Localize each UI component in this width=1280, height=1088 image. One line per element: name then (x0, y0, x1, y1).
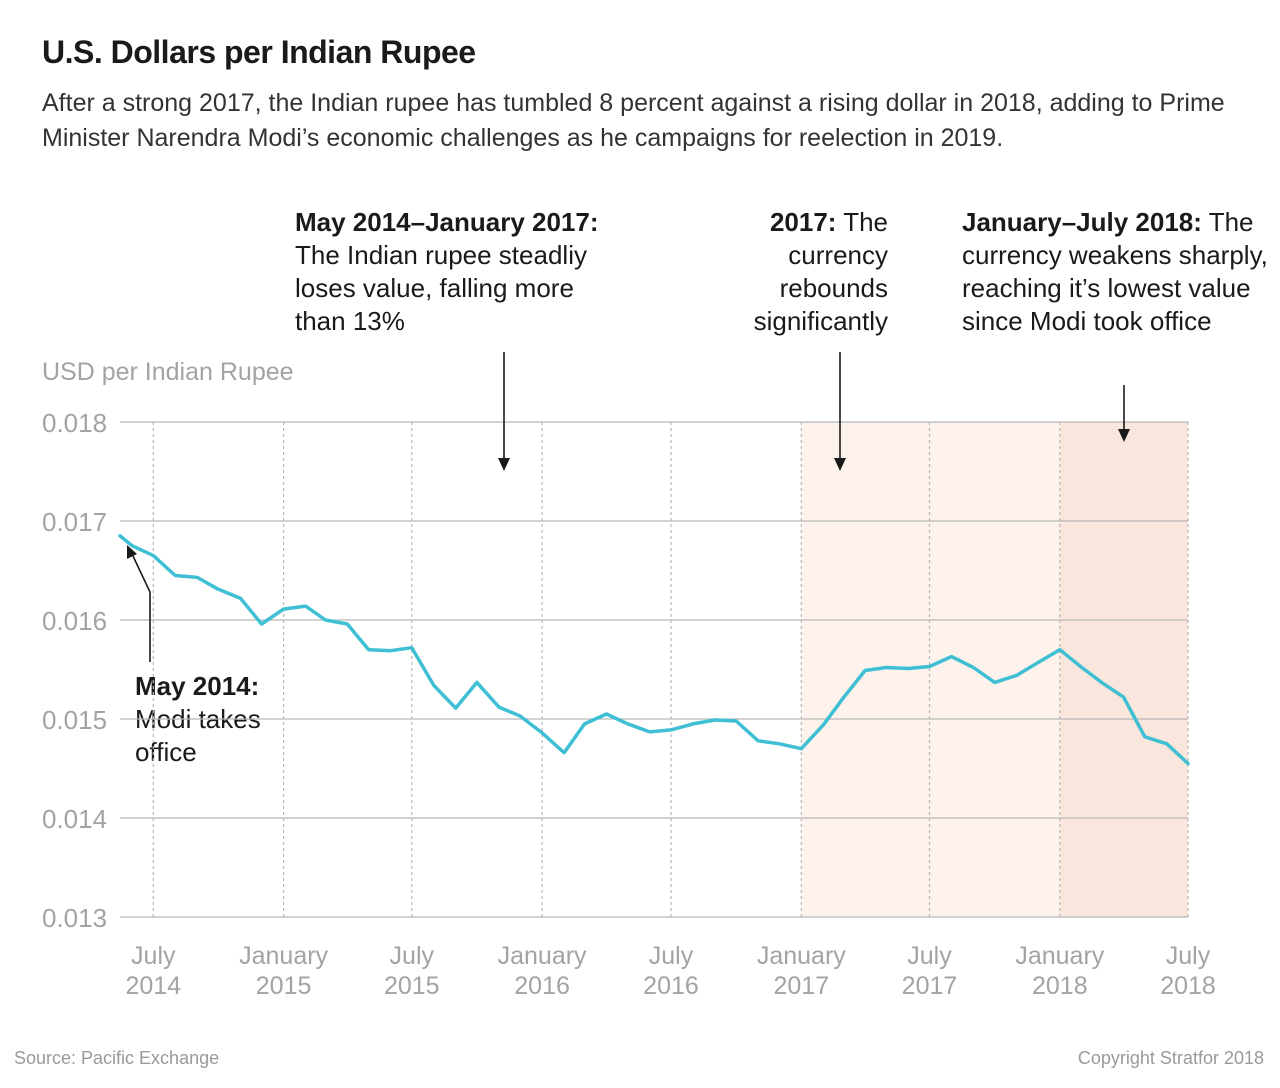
shaded-period-3 (1059, 422, 1188, 917)
arrow-rebound-head (834, 458, 846, 471)
arrow-modi-head (127, 545, 137, 559)
arrow-decline-head (498, 458, 510, 471)
y-tick-label: 0.015 (42, 705, 107, 735)
y-tick-label: 0.017 (42, 507, 107, 537)
annotation-decline-heading: May 2014–January 2017: (295, 207, 599, 237)
x-tick-label: January 2016 (498, 942, 587, 1000)
x-tick-label: July 2014 (125, 942, 181, 1000)
annotation-weakens: January–July 2018: The currency weakens … (962, 206, 1272, 338)
y-tick-label: 0.014 (42, 804, 107, 834)
y-tick-label: 0.013 (42, 903, 107, 933)
arrow-weakens-head (1118, 429, 1130, 442)
arrow-modi (132, 555, 151, 662)
x-tick-label: July 2018 (1160, 942, 1216, 1000)
x-tick-label: January 2018 (1015, 942, 1104, 1000)
chart-title: U.S. Dollars per Indian Rupee (42, 34, 476, 70)
annotation-modi-heading: May 2014: (135, 671, 260, 701)
series-line-1 (118, 534, 1190, 766)
x-tick-label: July 2017 (902, 942, 958, 1000)
annotation-weakens-text: The currency weakens sharply, reaching i… (962, 207, 1268, 336)
copyright-note: Copyright Stratfor 2018 (1077, 1048, 1264, 1068)
source-note: Source: Pacific Exchange (14, 1048, 220, 1068)
chart-subtitle: After a strong 2017, the Indian rupee ha… (42, 89, 1225, 152)
annotation-decline: May 2014–January 2017: The Indian rupee … (295, 206, 625, 338)
x-tick-label: July 2016 (643, 942, 699, 1000)
y-axis-label: USD per Indian Rupee (42, 358, 294, 386)
annotation-rebound: 2017: The currency rebounds significantl… (722, 206, 888, 338)
shaded-period-2 (929, 422, 1060, 917)
y-tick-label: 0.016 (42, 606, 107, 636)
x-tick-label: January 2017 (757, 942, 846, 1000)
annotation-decline-text: The Indian rupee steadliy loses value, f… (295, 240, 587, 336)
annotation-rebound-heading: 2017: (769, 207, 837, 237)
annotation-weakens-heading: January–July 2018: (962, 207, 1202, 237)
x-tick-label: July 2015 (384, 942, 440, 1000)
x-tick-label: January 2015 (239, 942, 328, 1000)
annotation-rebound-text: The currency rebounds significantly (753, 207, 888, 336)
y-tick-label: 0.018 (42, 408, 107, 438)
